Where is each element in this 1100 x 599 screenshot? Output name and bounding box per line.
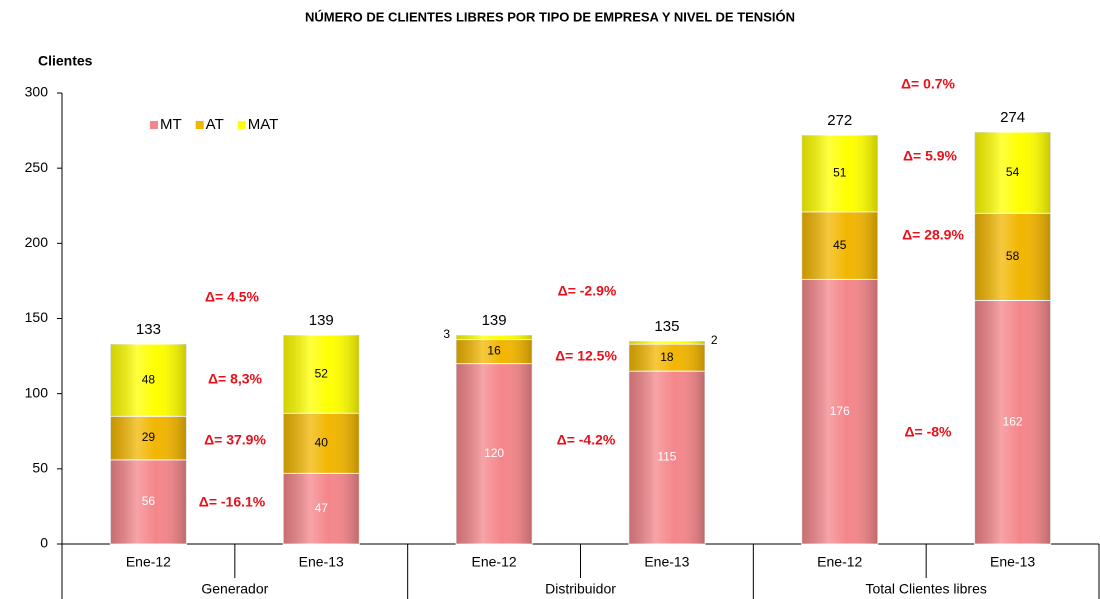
data-label: 3 — [443, 327, 450, 341]
bar-shade — [801, 211, 878, 280]
bar-shade — [283, 335, 360, 414]
x-tick-label: Ene-13 — [644, 554, 689, 570]
annotation: Δ= 5.9% — [903, 148, 958, 164]
y-tick-label: 50 — [32, 460, 48, 476]
data-label: 16 — [487, 344, 501, 358]
bar-shade — [456, 335, 533, 340]
data-label: 29 — [142, 430, 156, 444]
y-tick-label: 150 — [25, 309, 49, 325]
bar-shade — [110, 416, 187, 460]
bar-shade — [974, 213, 1051, 301]
group-label: Generador — [201, 581, 268, 597]
x-tick-label: Ene-12 — [472, 554, 517, 570]
y-axis-title: Clientes — [38, 53, 93, 69]
total-label: 274 — [1000, 109, 1025, 126]
y-tick-label: 250 — [25, 159, 49, 175]
annotation: Δ= 12.5% — [555, 348, 617, 364]
legend-swatch — [150, 121, 158, 129]
data-label: 115 — [657, 450, 676, 464]
y-tick-label: 100 — [25, 384, 49, 400]
data-label: 58 — [1006, 249, 1020, 263]
legend-label: MT — [160, 116, 182, 133]
data-label: 54 — [1006, 165, 1020, 179]
total-label: 133 — [136, 321, 161, 338]
bar-shade — [628, 371, 705, 544]
bar-shade — [801, 279, 878, 544]
data-label: 52 — [315, 366, 329, 380]
data-label: 56 — [142, 494, 156, 508]
bar-shade — [974, 132, 1051, 214]
annotation: Δ= -2.9% — [558, 283, 617, 299]
y-tick-label: 0 — [40, 535, 48, 551]
annotation: Δ= 8,3% — [208, 371, 263, 387]
annotation: Δ= 37.9% — [204, 432, 266, 448]
data-label: 45 — [833, 238, 847, 252]
annotation: Δ= -8% — [904, 424, 952, 440]
data-label: 40 — [315, 435, 329, 449]
data-label: 48 — [142, 372, 156, 386]
bar-shade — [974, 300, 1051, 544]
legend-label: MAT — [248, 116, 279, 133]
data-label: 176 — [830, 404, 850, 418]
data-label: 162 — [1003, 414, 1023, 428]
bar-shade — [110, 459, 187, 544]
annotation: Δ= 0.7% — [901, 76, 956, 92]
group-label: Distribuidor — [545, 581, 616, 597]
bar-shade — [456, 339, 533, 364]
legend-swatch — [195, 121, 204, 129]
total-label: 139 — [482, 312, 507, 329]
x-tick-label: Ene-12 — [126, 554, 171, 570]
data-label: 51 — [833, 166, 847, 180]
chart-title: NÚMERO DE CLIENTES LIBRES POR TIPO DE EM… — [305, 9, 795, 24]
bar-shade — [456, 363, 533, 544]
data-label: 47 — [315, 501, 329, 515]
total-label: 139 — [309, 312, 334, 329]
data-label: 120 — [484, 446, 504, 460]
bar-shade — [628, 341, 705, 345]
bar-shade — [110, 344, 187, 417]
x-tick-label: Ene-12 — [817, 554, 862, 570]
x-tick-label: Ene-13 — [299, 554, 344, 570]
data-label: 18 — [660, 350, 674, 364]
bar-shade — [801, 135, 878, 212]
bar-shade — [628, 344, 705, 372]
y-tick-label: 300 — [25, 84, 49, 100]
data-label: 2 — [711, 333, 718, 347]
y-tick-label: 200 — [25, 234, 49, 250]
group-label: Total Clientes libres — [865, 581, 986, 597]
bar-shade — [283, 473, 360, 544]
legend-swatch — [237, 121, 246, 129]
bar-shade — [283, 413, 360, 474]
total-label: 135 — [654, 318, 679, 335]
annotation: Δ= -4.2% — [557, 432, 616, 448]
x-tick-label: Ene-13 — [990, 554, 1035, 570]
annotation: Δ= 4.5% — [205, 289, 260, 305]
legend-label: AT — [206, 116, 224, 133]
annotation: Δ= 28.9% — [902, 227, 964, 243]
annotation: Δ= -16.1% — [199, 494, 266, 510]
total-label: 272 — [827, 112, 852, 129]
